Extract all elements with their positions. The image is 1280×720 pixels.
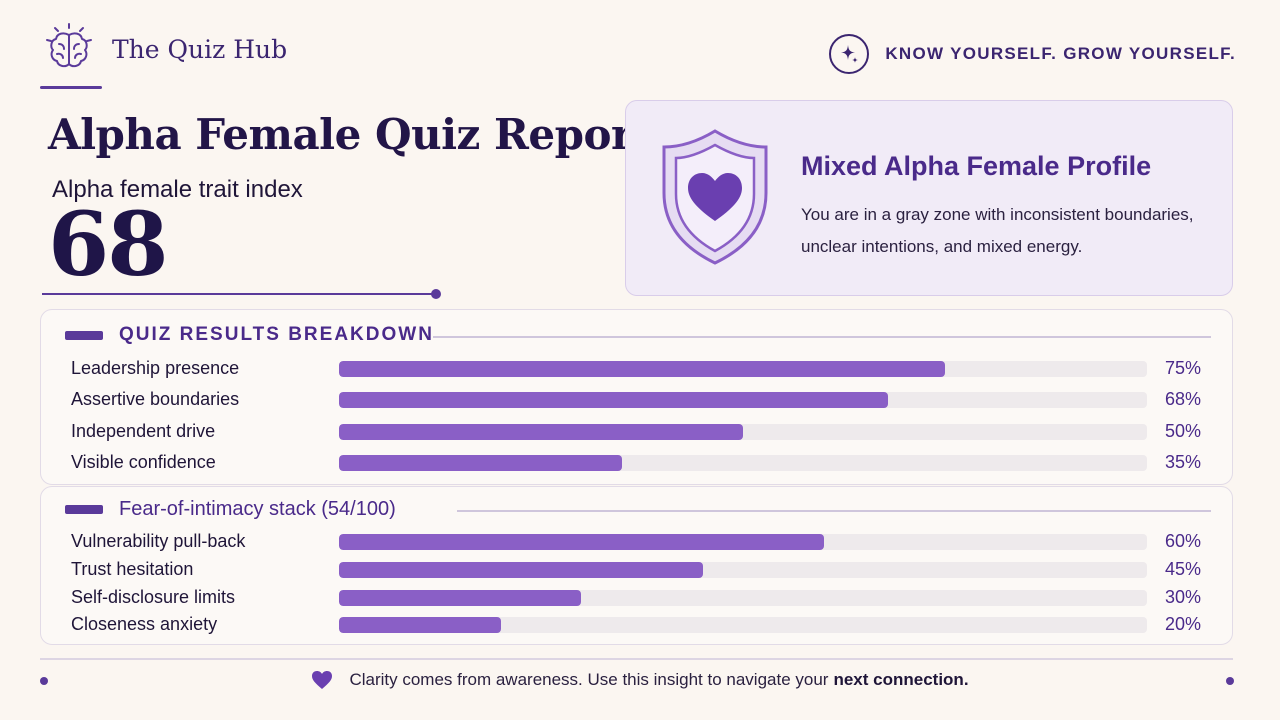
trait-bar-track <box>339 361 1147 377</box>
footer-divider <box>40 658 1233 660</box>
intimacy-percent: 45% <box>1164 559 1201 579</box>
heart-icon <box>312 671 333 689</box>
tagline-text: KNOW YOURSELF. GROW YOURSELF. <box>885 44 1236 63</box>
footer-message: Clarity comes from awareness. Use this i… <box>0 670 1280 690</box>
intimacy-label: Vulnerability pull-back <box>71 531 246 551</box>
section-divider <box>433 336 1211 338</box>
results-breakdown-panel: QUIZ RESULTS BREAKDOWN Leadership presen… <box>40 309 1233 485</box>
intimacy-stack-panel: Fear-of-intimacy stack (54/100) Vulnerab… <box>40 486 1233 645</box>
intimacy-percent: 60% <box>1164 531 1201 551</box>
intimacy-bar-track <box>339 590 1147 606</box>
brand[interactable]: The Quiz Hub <box>42 22 287 76</box>
trait-percent: 50% <box>1164 421 1201 441</box>
intimacy-bar-fill <box>339 562 703 578</box>
profile-title: Mixed Alpha Female Profile <box>801 151 1152 181</box>
tagline: KNOW YOURSELF. GROW YOURSELF. <box>829 34 1236 74</box>
trait-percent: 75% <box>1164 358 1201 378</box>
trait-bar-track <box>339 424 1147 440</box>
section-marker <box>65 330 103 340</box>
intimacy-bar-track <box>339 617 1147 633</box>
trait-percent: 35% <box>1164 452 1201 472</box>
trait-label: Assertive boundaries <box>71 389 240 409</box>
intimacy-row: Closeness anxiety 20% <box>71 613 1201 637</box>
brand-name: The Quiz Hub <box>112 34 288 64</box>
trait-row: Assertive boundaries 68% <box>71 388 1201 412</box>
trait-label: Visible confidence <box>71 452 216 472</box>
trait-percent: 68% <box>1164 389 1201 409</box>
intimacy-bar-fill <box>339 617 501 633</box>
intimacy-label: Self-disclosure limits <box>71 587 236 607</box>
report-title: Alpha Female Quiz Report <box>48 110 652 159</box>
intimacy-row: Self-disclosure limits 30% <box>71 586 1201 610</box>
intimacy-row: Vulnerability pull-back 60% <box>71 530 1201 554</box>
intimacy-label: Trust hesitation <box>71 559 194 579</box>
intimacy-percent: 30% <box>1164 587 1201 607</box>
section-divider <box>457 510 1211 512</box>
intimacy-label: Closeness anxiety <box>71 614 218 634</box>
profile-card: Mixed Alpha Female Profile You are in a … <box>625 100 1233 296</box>
intimacy-title: Fear-of-intimacy stack (54/100) <box>119 498 396 520</box>
footer-dot-right <box>1226 677 1234 685</box>
trait-bar-track <box>339 392 1147 408</box>
shield-heart-icon <box>662 129 768 265</box>
profile-description: You are in a gray zone with inconsistent… <box>801 205 1194 256</box>
breakdown-title: QUIZ RESULTS BREAKDOWN <box>119 324 434 345</box>
intimacy-bar-fill <box>339 590 582 606</box>
brain-icon <box>46 23 92 68</box>
footer-emphasis: next connection. <box>833 670 969 689</box>
trait-row: Leadership presence 75% <box>71 357 1201 381</box>
intimacy-bar-track <box>339 534 1147 550</box>
trait-bar-fill <box>339 424 743 440</box>
index-divider-dot <box>431 289 441 299</box>
intimacy-header: Fear-of-intimacy stack (54/100) <box>65 498 396 521</box>
index-value: 68 <box>48 192 168 296</box>
trait-bar-fill <box>339 392 889 408</box>
footer-text: Clarity comes from awareness. Use this i… <box>349 670 829 689</box>
brand-underline <box>40 86 102 89</box>
footer-dot-left <box>40 677 48 685</box>
index-label: Alpha female trait index <box>52 176 303 203</box>
trait-row: Independent drive 50% <box>71 420 1201 444</box>
trait-bar-fill <box>339 361 945 377</box>
trait-label: Leadership presence <box>71 358 240 378</box>
sparkle-icon <box>829 34 870 74</box>
trait-bar-fill <box>339 455 622 471</box>
trait-row: Visible confidence 35% <box>71 451 1201 475</box>
intimacy-percent: 20% <box>1164 614 1201 634</box>
section-marker <box>65 505 103 514</box>
breakdown-header: QUIZ RESULTS BREAKDOWN <box>65 324 434 346</box>
intimacy-row: Trust hesitation 45% <box>71 558 1201 582</box>
intimacy-bar-track <box>339 562 1147 578</box>
trait-label: Independent drive <box>71 421 216 441</box>
trait-bar-track <box>339 455 1147 471</box>
intimacy-bar-fill <box>339 534 824 550</box>
index-divider <box>42 293 434 295</box>
